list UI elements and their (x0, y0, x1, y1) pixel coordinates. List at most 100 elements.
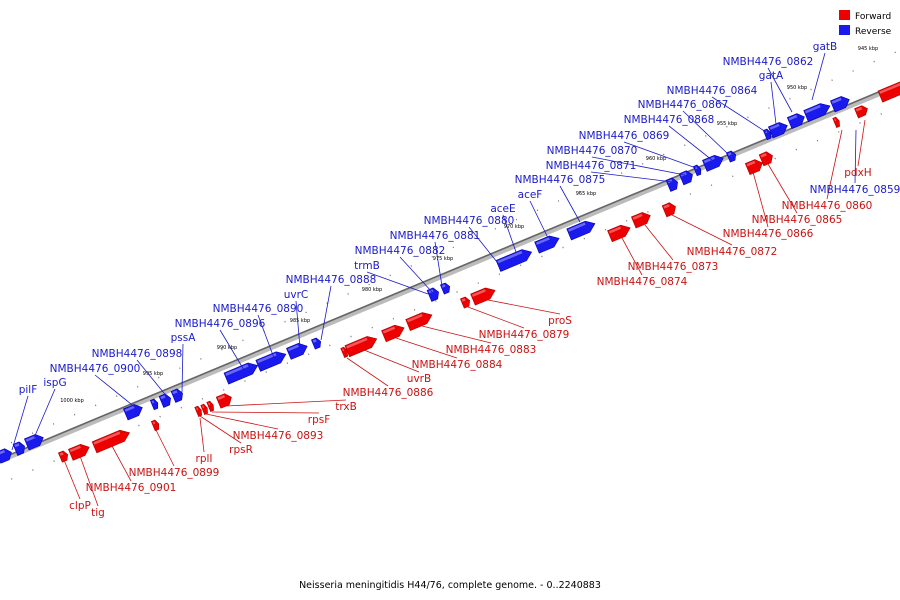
reverse-gene-label: NMBH4476_0870 (547, 145, 638, 157)
reverse-leader-line (136, 359, 169, 399)
reverse-leader-line (295, 300, 301, 349)
reverse-gene-arrow (0, 448, 12, 464)
forward-gene-label: trxB (335, 401, 357, 413)
forward-leader-line (363, 349, 420, 373)
reverse-leader-line (434, 241, 443, 287)
reverse-gene-label: NMBH4476_0898 (92, 348, 183, 360)
gene-layer (0, 80, 900, 464)
legend-forward-label: Forward (855, 12, 891, 22)
reverse-leader-line (11, 395, 29, 451)
forward-leader-line (644, 224, 674, 261)
reverse-gene-label: trmB (354, 260, 380, 272)
reverse-leader-line (668, 125, 713, 161)
forward-gene-arrow (405, 312, 433, 331)
reverse-gene-arrow (566, 220, 596, 241)
reverse-leader-line (770, 81, 777, 125)
legend-reverse-label: Reverse (855, 27, 892, 37)
reverse-leader-line (94, 374, 137, 409)
reverse-leader-line (181, 343, 184, 393)
forward-leader-line (467, 306, 525, 329)
tick-label: 990 kbp (217, 345, 237, 351)
reverse-leader-line (711, 96, 767, 133)
forward-gene-label: NMBH4476_0899 (129, 467, 220, 479)
reverse-gene-label: NMBH4476_0862 (723, 56, 814, 68)
forward-gene-label: uvrB (407, 373, 431, 385)
tick-label: 995 kbp (143, 371, 163, 377)
leader-layer (11, 52, 866, 507)
forward-leader-line (199, 417, 205, 453)
reverse-gene-label: NMBH4476_0888 (286, 274, 377, 286)
forward-gene-label: proS (548, 315, 572, 327)
reverse-leader-line (591, 156, 686, 176)
forward-gene-arrow (57, 450, 69, 463)
forward-gene-arrow (206, 400, 214, 412)
forward-gene-label: NMBH4476_0872 (687, 246, 778, 258)
forward-gene-label: tig (91, 507, 105, 519)
forward-gene-label: pdxH (844, 167, 871, 179)
forward-gene-label: NMBH4476_0860 (782, 200, 873, 212)
reverse-gene-arrow (12, 441, 25, 456)
reverse-gene-arrow (767, 122, 788, 139)
tick-label: 950 kbp (787, 85, 807, 91)
tick-label: 965 kbp (576, 191, 596, 197)
forward-gene-label: NMBH4476_0874 (597, 276, 688, 288)
reverse-leader-line (468, 226, 498, 263)
reverse-gene-arrow (803, 103, 831, 122)
tick-layer: 945 kbp 950 kbp 955 kbp 960 kbp 965 kbp 970 k… (60, 46, 878, 404)
reverse-gene-arrow (439, 282, 451, 295)
reverse-gene-label: gatB (813, 41, 837, 53)
reverse-gene-arrow (286, 342, 308, 360)
tick-label: 955 kbp (717, 121, 737, 127)
reverse-leader-line (502, 214, 517, 253)
forward-gene-label: NMBH4476_0865 (752, 214, 843, 226)
forward-gene-arrow (68, 443, 90, 461)
reverse-gene-arrow (122, 404, 143, 421)
reverse-leader-line (219, 329, 245, 371)
reverse-gene-arrow (495, 249, 533, 272)
reverse-leader-line (529, 200, 549, 239)
reverse-leader-line (399, 256, 433, 293)
reverse-leader-line (320, 285, 332, 341)
forward-leader-line (346, 357, 389, 387)
reverse-gene-label: aceE (490, 203, 515, 215)
reverse-gene-arrow (829, 96, 850, 113)
reverse-gene-label: gatA (759, 70, 784, 82)
reverse-gene-label: NMBH4476_0867 (638, 99, 729, 111)
forward-gene-arrow (744, 159, 763, 176)
forward-gene-label: NMBH4476_0883 (446, 344, 537, 356)
forward-gene-arrow (459, 296, 471, 309)
reverse-gene-label: NMBH4476_0871 (546, 160, 637, 172)
reverse-leader-line (590, 171, 674, 183)
reverse-gene-label: NMBH4476_0864 (667, 85, 758, 97)
forward-leader-line (79, 455, 99, 507)
reverse-leader-line (811, 52, 826, 101)
forward-gene-arrow (854, 105, 868, 119)
forward-gene-arrow (607, 224, 631, 243)
reverse-gene-label: uvrC (284, 289, 309, 301)
forward-gene-arrow (661, 202, 676, 218)
forward-leader-line (63, 459, 81, 500)
forward-gene-label: NMBH4476_0893 (233, 430, 324, 442)
reverse-leader-line (559, 185, 581, 223)
reverse-gene-label: NMBH4476_0868 (624, 114, 715, 126)
reverse-gene-arrow (149, 398, 159, 411)
forward-gene-label: rplI (196, 453, 213, 465)
forward-gene-label: NMBH4476_0873 (628, 261, 719, 273)
forward-gene-label: rpsF (308, 414, 331, 426)
reverse-gene-arrow (310, 337, 322, 350)
reverse-gene-label: NMBH4476_0900 (50, 363, 141, 375)
forward-gene-arrow (344, 336, 378, 358)
reverse-leader-line (33, 388, 56, 439)
forward-leader-line (767, 163, 798, 214)
reverse-gene-label: NMBH4476_0869 (579, 130, 670, 142)
reverse-gene-label: NMBH4476_0859 (810, 184, 900, 196)
tick-label: 960 kbp (646, 156, 666, 162)
reverse-gene-arrow (725, 150, 737, 163)
forward-gene-label: NMBH4476_0866 (723, 228, 814, 240)
forward-leader-line (752, 171, 769, 228)
tick-label: 985 kbp (290, 318, 310, 324)
forward-gene-label: rpsR (229, 444, 253, 456)
forward-gene-arrow (877, 80, 900, 103)
reverse-gene-arrow (23, 434, 44, 451)
legend-forward-swatch (839, 10, 850, 20)
